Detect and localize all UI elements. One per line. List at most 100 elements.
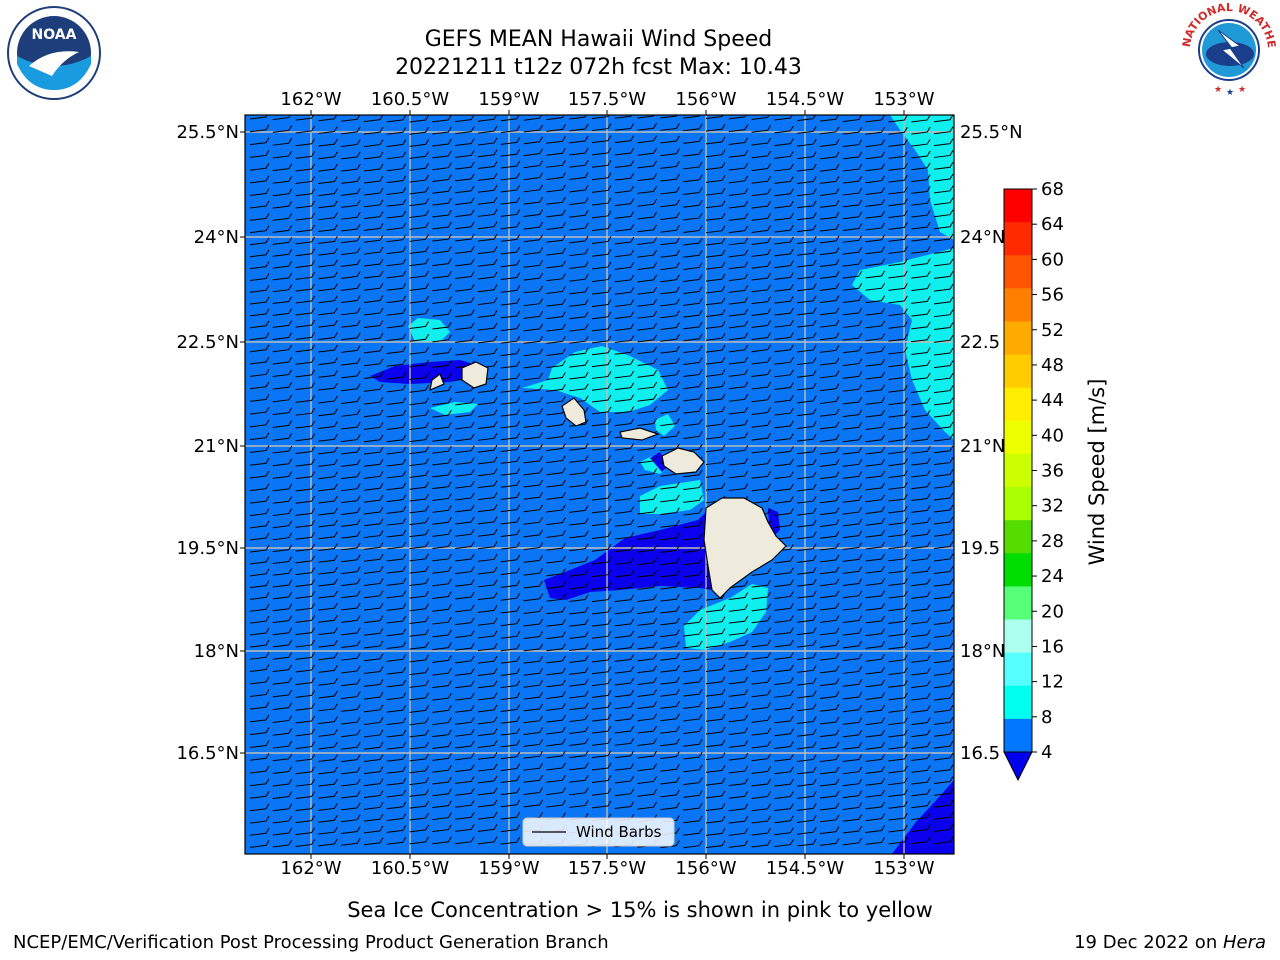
wind-barb: [911, 578, 931, 587]
wind-barb: [933, 480, 954, 489]
wind-barb: [842, 199, 863, 208]
wind-barb: [432, 776, 452, 785]
wind-barb: [842, 459, 863, 467]
wind-barb: [272, 308, 293, 316]
wind-barb: [865, 615, 886, 624]
wind-barb: [614, 531, 635, 540]
wind-barb: [591, 185, 612, 193]
wind-barb: [569, 455, 589, 463]
wind-barb: [683, 123, 703, 132]
wind-barb: [819, 627, 840, 636]
wind-barb: [683, 520, 703, 529]
wind-barb: [614, 406, 635, 415]
lat-label: 19.5: [960, 538, 1000, 559]
wind-barb: [272, 249, 293, 257]
wind-barb: [455, 728, 475, 737]
wind-barb: [341, 678, 361, 687]
wind-barb: [363, 175, 384, 184]
wind-barb: [797, 446, 817, 455]
wind-barb: [272, 728, 293, 736]
wind-barb: [249, 753, 270, 761]
wind-barb: [363, 396, 384, 405]
wind-barb: [272, 394, 293, 403]
wind-barb: [797, 176, 817, 184]
wind-barbs: [249, 115, 954, 849]
wind-barb: [637, 147, 658, 156]
wind-barb: [455, 421, 475, 430]
wind-barb: [318, 319, 338, 328]
wind-barb: [728, 150, 749, 158]
wind-barb: [751, 591, 772, 600]
wind-barb: [272, 115, 291, 121]
wind-barb: [797, 677, 817, 686]
wind-barb: [865, 704, 886, 713]
wind-barb: [432, 753, 452, 761]
wind-barb: [797, 555, 817, 563]
wind-barb: [249, 664, 270, 673]
wind-barb: [660, 430, 680, 439]
wind-barb: [272, 344, 293, 353]
wind-barb: [386, 384, 407, 393]
wind-barb: [432, 800, 452, 809]
wind-barb: [728, 604, 749, 612]
wind-barb: [591, 406, 612, 415]
wind-barb: [318, 433, 338, 442]
wind-barb: [386, 163, 407, 172]
wind-barb: [637, 701, 658, 710]
wind-barb: [819, 678, 840, 687]
wind-barb: [865, 825, 886, 833]
wind-barb: [363, 151, 384, 160]
wind-barb: [295, 248, 316, 257]
wind-barb: [318, 271, 338, 280]
wind-barb: [751, 320, 772, 328]
wind-barb: [751, 407, 772, 415]
wind-barb: [774, 433, 794, 442]
wind-barb: [637, 115, 655, 119]
wind-barb: [819, 319, 840, 328]
wind-barb: [683, 628, 703, 637]
wind-barb: [500, 420, 521, 429]
lon-label: 156°W: [675, 89, 736, 110]
wind-barb: [455, 309, 475, 318]
colorbar-segment: [1004, 652, 1032, 687]
wind-barb: [523, 311, 544, 319]
wind-barb: [637, 358, 658, 366]
wind-barb: [272, 676, 293, 685]
wind-barb: [797, 421, 817, 429]
wind-barb: [363, 640, 384, 649]
wind-field-8-12-kauai-s: [430, 402, 478, 415]
wind-barb: [272, 320, 293, 328]
wind-barb: [865, 358, 886, 367]
wind-barb: [500, 348, 521, 357]
wind-barb: [500, 787, 521, 796]
wind-barb: [341, 307, 361, 316]
wind-barb: [295, 115, 315, 121]
wind-barb: [728, 188, 749, 196]
svg-text:★: ★: [1238, 85, 1246, 95]
wind-barb: [363, 483, 384, 491]
wind-barb: [363, 139, 384, 148]
wind-barb: [751, 651, 772, 660]
wind-barb: [409, 824, 430, 833]
wind-barb: [591, 394, 612, 403]
wind-barb: [546, 679, 566, 688]
wind-barb: [797, 766, 817, 775]
wind-barb: [774, 163, 794, 172]
wind-barb: [614, 750, 635, 759]
wind-barb: [865, 729, 886, 738]
wind-barb: [500, 196, 521, 205]
wind-barb: [455, 126, 475, 135]
wind-barb: [272, 458, 293, 467]
wind-barb: [751, 579, 772, 588]
wind-barb: [409, 458, 430, 467]
wind-barb: [911, 565, 931, 574]
wind-barb: [819, 396, 840, 404]
wind-barb: [614, 493, 635, 502]
wind-barb: [318, 224, 338, 233]
wind-barb: [341, 590, 361, 599]
wind-barb: [637, 582, 658, 590]
wind-barb: [500, 618, 521, 627]
colorbar-segment: [1004, 718, 1032, 753]
wind-barb: [432, 258, 452, 267]
wind-barb: [865, 717, 886, 726]
